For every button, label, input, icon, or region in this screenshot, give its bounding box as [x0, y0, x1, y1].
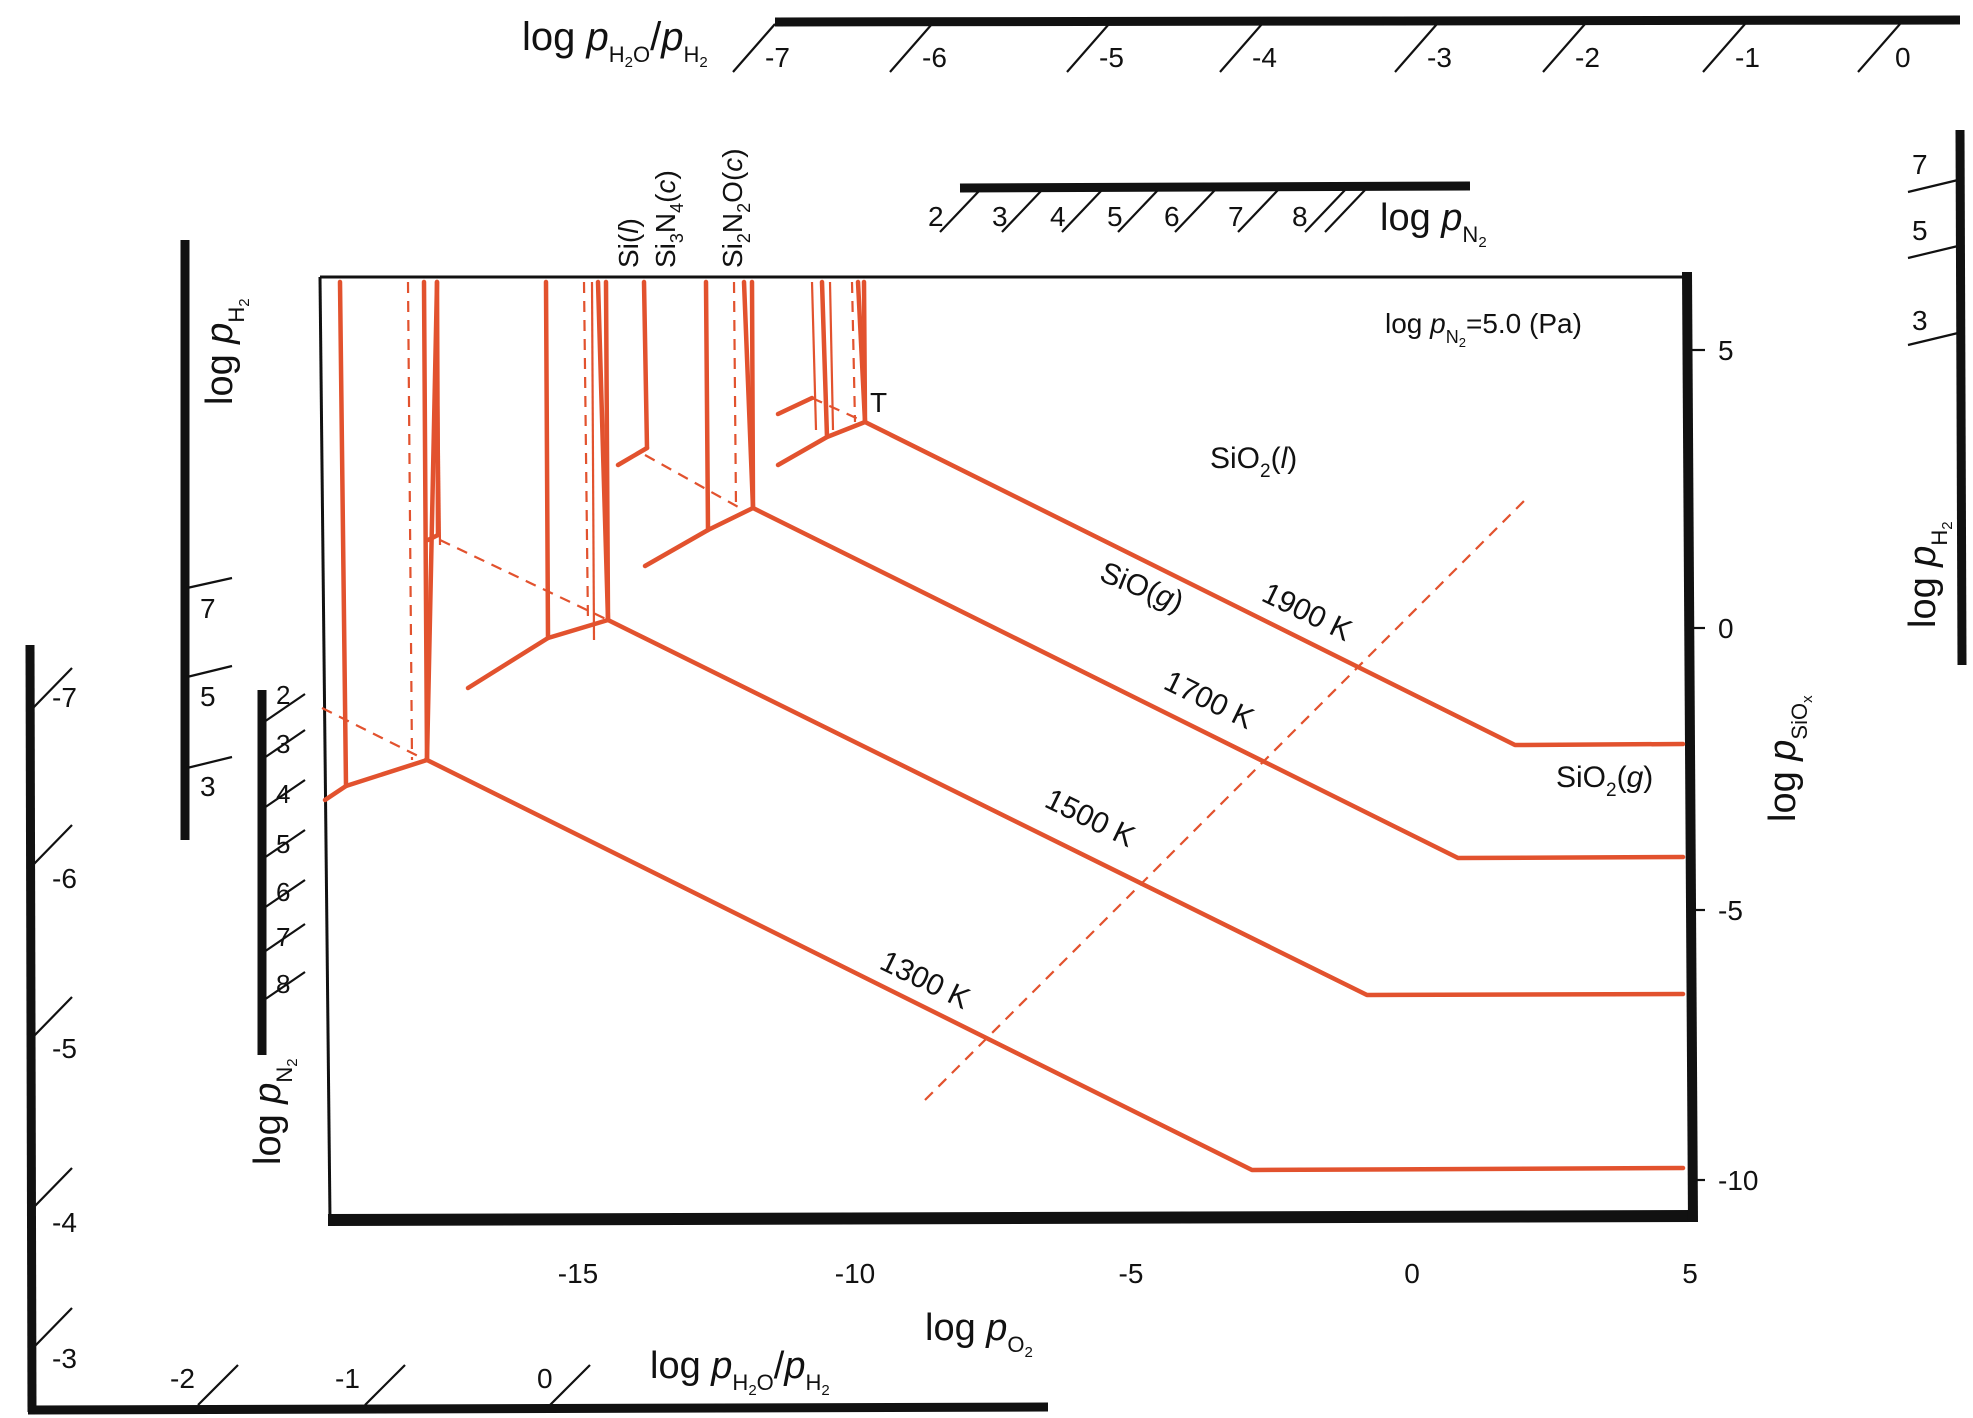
top-ratio-label: log pH2O/pH2	[522, 15, 708, 71]
left-ratio-tick: -6	[52, 863, 77, 894]
left-ratio-tick: -5	[52, 1033, 77, 1064]
x-axis-label: log pO2	[925, 1307, 1033, 1361]
phase-label-si-liquid: Si(l)	[613, 218, 644, 268]
left-n2-label: log pN2	[247, 1058, 301, 1165]
bottom-ratio-tick: -1	[335, 1363, 360, 1394]
x-tick-label: 0	[1404, 1258, 1420, 1289]
left-ratio-tick: -7	[52, 682, 77, 713]
curve-label: 1700 K	[1159, 665, 1259, 736]
curve-1700k	[750, 505, 1686, 861]
right-h2-tick: 3	[1912, 305, 1928, 336]
top-n2-tick: 6	[1164, 201, 1180, 232]
top-ratio-scale: -7 -6 -5 -4 -3 -2 -1 0 log pH2O/pH2	[522, 15, 1961, 73]
triple-point-label: T	[870, 387, 887, 418]
x-axis: -15 -10 -5 0 5 log pO2	[558, 1258, 1698, 1361]
left-n2-tick: 2	[276, 680, 290, 710]
x-tick-label: -10	[835, 1258, 875, 1289]
top-n2-tick: 2	[928, 201, 944, 232]
top-ratio-tick: -3	[1427, 42, 1452, 73]
left-n2-scale: 2 3 4 5 6 7 8 log pN2	[247, 680, 306, 1165]
left-n2-tick: 4	[276, 779, 290, 809]
x-tick-label: -15	[558, 1258, 598, 1289]
top-ratio-tick: -4	[1252, 42, 1277, 73]
top-ratio-tick: -2	[1575, 42, 1600, 73]
top-ratio-tick: -1	[1735, 42, 1760, 73]
left-h2-scale: 7 5 3 log pH2	[180, 240, 253, 840]
curve-label: 1900 K	[1257, 577, 1357, 648]
bottom-ratio-label: log pH2O/pH2	[650, 1345, 830, 1399]
left-n2-tick: 3	[276, 729, 290, 759]
top-n2-scale: 2 3 4 5 6 7 8 log pN2	[928, 181, 1487, 251]
top-n2-tick: 3	[992, 201, 1008, 232]
region-sio2-gas: SiO2(g)	[1556, 761, 1653, 801]
left-n2-tick: 8	[276, 969, 290, 999]
left-ratio-tick: -3	[52, 1343, 77, 1374]
curve-1900k	[862, 419, 1686, 748]
left-h2-label: log pH2	[199, 298, 253, 405]
right-h2-scale: 7 5 3 log pH2	[1902, 129, 1967, 666]
right-h2-tick: 7	[1912, 149, 1928, 180]
x-tick-label: 5	[1682, 1258, 1698, 1289]
right-h2-tick: 5	[1912, 215, 1928, 246]
inset-condition: log pN2=5.0 (Pa)	[1385, 308, 1582, 350]
curve-1300k	[424, 757, 1686, 1173]
phase-label-si2n2o: Si2N2O(c)	[717, 148, 754, 268]
y-axis-label: log pSiOx	[1762, 695, 1816, 822]
left-h2-tick: 5	[200, 681, 216, 712]
top-n2-label: log pN2	[1380, 197, 1487, 251]
top-ratio-tick: 0	[1895, 42, 1911, 73]
plot-frame	[318, 271, 1698, 1226]
top-n2-tick: 7	[1228, 201, 1244, 232]
left-h2-tick: 3	[200, 771, 216, 802]
diagonal-dashed-line	[924, 499, 1526, 1101]
left-ratio-tick: -4	[52, 1207, 77, 1238]
lower-ratio-scale: -7 -6 -5 -4 -3 -2 -1 0 log pH2O/pH2	[25, 644, 1049, 1415]
phase-boundaries	[321, 279, 1686, 1173]
y-tick-label: 0	[1718, 613, 1734, 644]
left-n2-tick: 7	[276, 922, 290, 952]
right-h2-label: log pH2	[1902, 521, 1956, 628]
left-n2-tick: 6	[276, 877, 290, 907]
region-sio2-liquid: SiO2(l)	[1210, 442, 1297, 482]
y-axis: 5 0 -5 -10 log pSiOx	[1692, 335, 1816, 1196]
top-ratio-tick: -7	[765, 42, 790, 73]
curve-labels: 1300 K 1500 K 1700 K 1900 K	[875, 577, 1357, 1016]
y-tick-label: 5	[1718, 335, 1734, 366]
x-tick-label: -5	[1119, 1258, 1144, 1289]
bottom-ratio-tick: -2	[170, 1363, 195, 1394]
y-tick-label: -5	[1718, 895, 1743, 926]
region-sio-gas: SiO(g)	[1095, 556, 1188, 619]
left-h2-tick: 7	[200, 593, 216, 624]
curve-1500k	[605, 617, 1686, 998]
bottom-ratio-tick: 0	[537, 1363, 553, 1394]
top-ratio-tick: -6	[922, 42, 947, 73]
top-n2-tick: 4	[1050, 201, 1066, 232]
phase-label-si3n4: Si3N4(c)	[650, 170, 687, 268]
top-ratio-tick: -5	[1099, 42, 1124, 73]
left-n2-tick: 5	[276, 829, 290, 859]
y-tick-label: -10	[1718, 1165, 1758, 1196]
top-n2-tick: 5	[1107, 201, 1123, 232]
top-n2-tick: 8	[1292, 201, 1308, 232]
